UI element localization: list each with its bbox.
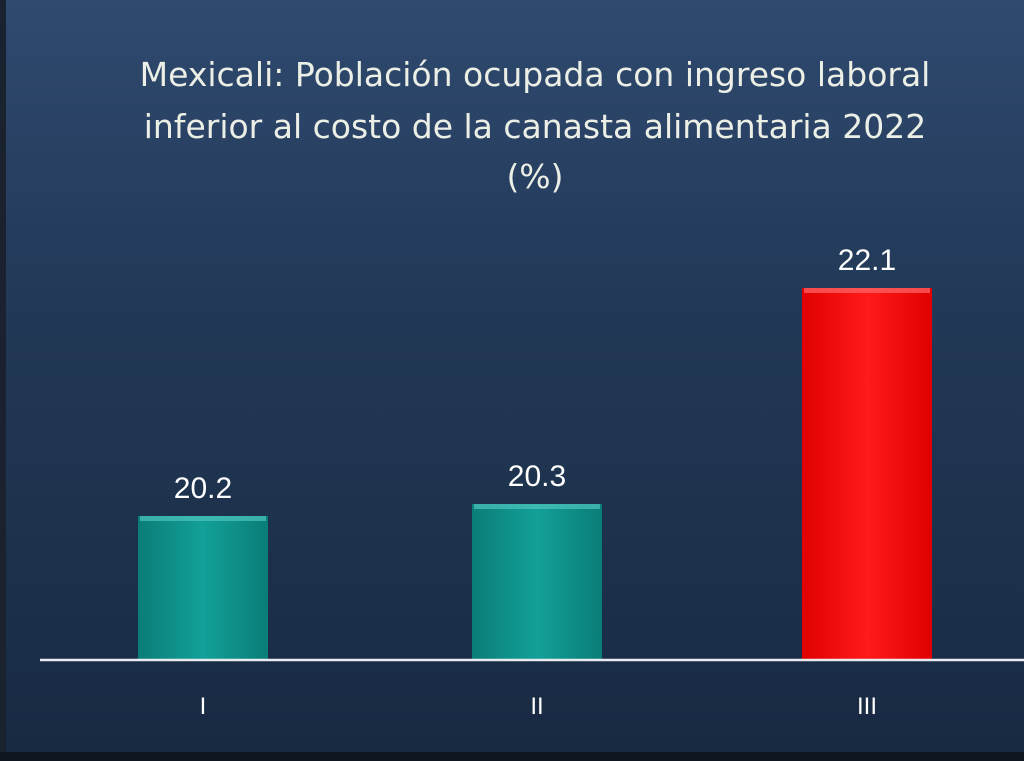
x-tick-label-I: I bbox=[200, 693, 207, 720]
bar-highlight-I bbox=[140, 516, 266, 521]
bar-highlight-III bbox=[804, 288, 930, 293]
data-label-III: 22.1 bbox=[838, 244, 896, 277]
data-label-I: 20.2 bbox=[174, 472, 232, 505]
bar-I bbox=[138, 516, 268, 660]
chart-title-unit: (%) bbox=[506, 157, 564, 196]
window-edge bbox=[0, 0, 6, 752]
chart-title-line-2: inferior al costo de la canasta alimenta… bbox=[143, 107, 927, 146]
x-tick-label-II: II bbox=[530, 693, 543, 720]
chart-title: Mexicali: Población ocupada con ingreso … bbox=[139, 55, 931, 94]
bar-III bbox=[802, 288, 932, 660]
bar-II bbox=[472, 504, 602, 660]
x-tick-label-III: III bbox=[857, 693, 877, 720]
bar-highlight-II bbox=[474, 504, 600, 509]
data-label-II: 20.3 bbox=[508, 460, 566, 493]
